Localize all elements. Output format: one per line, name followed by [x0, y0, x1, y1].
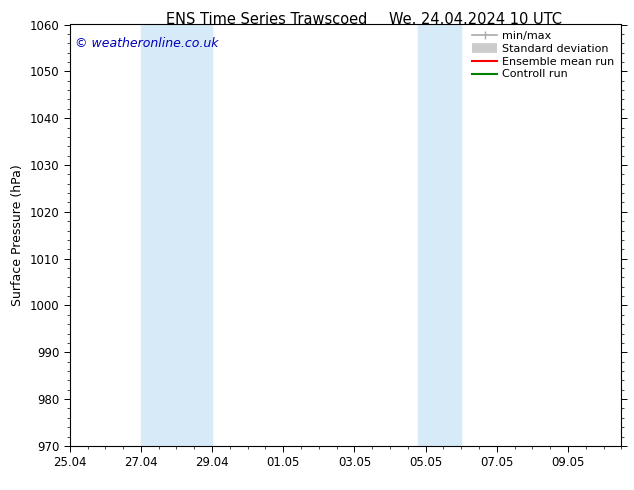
Y-axis label: Surface Pressure (hPa): Surface Pressure (hPa) — [11, 164, 24, 306]
Text: © weatheronline.co.uk: © weatheronline.co.uk — [75, 37, 219, 50]
Legend: min/max, Standard deviation, Ensemble mean run, Controll run: min/max, Standard deviation, Ensemble me… — [469, 28, 618, 83]
Text: We. 24.04.2024 10 UTC: We. 24.04.2024 10 UTC — [389, 12, 562, 27]
Text: ENS Time Series Trawscoed: ENS Time Series Trawscoed — [165, 12, 367, 27]
Bar — [141, 24, 212, 446]
Bar — [418, 24, 461, 446]
